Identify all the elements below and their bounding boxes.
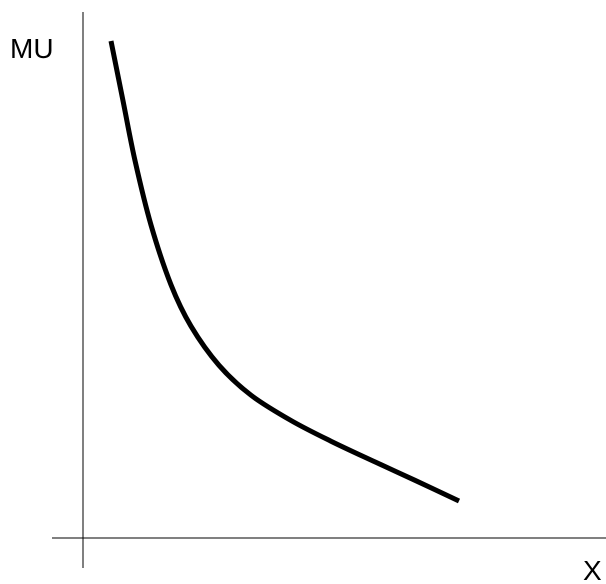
mu-curve [108, 40, 461, 504]
x-axis-label: X [583, 555, 602, 584]
y-axis-label: MU [10, 33, 54, 64]
